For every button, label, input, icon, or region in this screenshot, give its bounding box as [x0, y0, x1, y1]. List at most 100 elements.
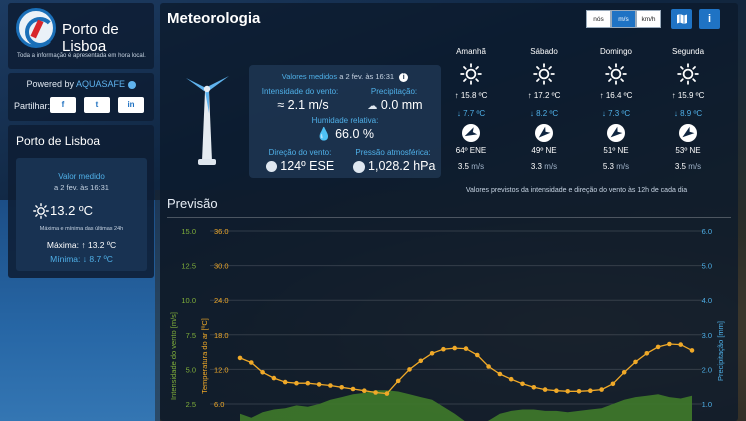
temperature-point [452, 345, 458, 351]
temperature-point [565, 389, 570, 394]
temperature-point [373, 390, 378, 395]
sun-icon [33, 203, 49, 219]
page-title: Meteorologia [167, 10, 261, 27]
info-icon[interactable]: i [399, 72, 409, 82]
forecast-day: Sábado ↑ 17.2 ºC ↓ 8.2 ºC 49º NE 3.3 m/s [514, 47, 574, 171]
arrow-up-icon: ↑ [599, 91, 606, 100]
min-temperature: Mínima: ↓ 8.7 ºC [16, 254, 147, 264]
unit-kmh-button[interactable]: km/h [636, 10, 661, 28]
min-label: Mínima: [50, 254, 81, 264]
wind-direction-label: Direção do vento: [268, 148, 332, 157]
share-linkedin-button[interactable]: in [118, 97, 144, 113]
wind-axis-title: Intensidade do vento [m/s] [169, 312, 178, 400]
max-temperature: Máxima: ↑ 13.2 ºC [16, 240, 147, 250]
info-button[interactable]: i [699, 9, 720, 29]
aquasafe-link[interactable]: AQUASAFE [76, 79, 126, 89]
arrow-down-icon: ↓ [601, 109, 609, 118]
day-max-value: 15.8 ºC [460, 91, 488, 100]
day-min-temp: ↓ 7.7 ºC [441, 109, 501, 118]
temperature-tick-label: 36.0 [214, 227, 229, 236]
day-wind-speed-unit: m/s [616, 162, 630, 171]
temperature-point [339, 385, 344, 390]
wind-tick-label: 2.5 [186, 400, 196, 409]
day-wind-speed-unit: m/s [471, 162, 485, 171]
max-value: 13.2 ºC [87, 240, 117, 250]
wind-speed: ≈ 2.1 m/s [263, 98, 343, 112]
day-wind-speed-value: 3.5 [674, 162, 686, 171]
forecast-day: Segunda ↑ 15.9 ºC ↓ 8.9 ºC 53º NE 3.5 m/s [658, 47, 718, 171]
unit-ms-button[interactable]: m/s [611, 10, 636, 28]
temperature-point [576, 389, 582, 394]
day-name: Sábado [530, 47, 558, 56]
share-facebook-button[interactable]: f [50, 97, 76, 113]
sun-icon [658, 61, 718, 87]
day-max-value: 15.9 ºC [677, 91, 705, 100]
wind-direction-icon [586, 121, 646, 145]
day-min-value: 7.3 ºC [608, 109, 631, 118]
arrow-down-icon: ↓ [82, 254, 88, 264]
powered-by: Powered by AQUASAFE [8, 79, 154, 89]
day-wind-speed-unit: m/s [544, 162, 558, 171]
day-wind-speed: 3.3 m/s [514, 162, 574, 171]
temperature-tick-label: 12.0 [214, 365, 229, 374]
temperature-point [271, 375, 277, 381]
temperature-point [418, 358, 424, 364]
wind-direction: 124º ESE [255, 159, 345, 173]
wind-tick-label: 5.0 [186, 365, 196, 374]
powered-label: Powered by [26, 79, 74, 89]
day-name: Domingo [599, 47, 632, 56]
precipitation: ☁ 0.0 mm [355, 98, 435, 112]
measured-title: Valores medidos [281, 72, 338, 81]
day-max-value: 17.2 ºC [533, 91, 561, 100]
wind-tick-label: 10.0 [181, 296, 196, 305]
temperature-point [475, 352, 480, 358]
wind-tick-label: 7.5 [186, 331, 196, 340]
measured-header: Valores medidos a 2 fev. às 16:31 i [249, 72, 441, 82]
station-temperature: 13.2 ºC [50, 203, 94, 218]
temperature-point [531, 385, 537, 390]
unit-knots-button[interactable]: nós [586, 10, 611, 28]
arrow-up-icon: ↑ [527, 91, 534, 100]
minmax-note: Máxima e mínima das últimas 24h [39, 226, 124, 232]
temperature-point [249, 360, 254, 365]
wind-speed-value: 2.1 m/s [287, 98, 329, 112]
day-wind-speed-value: 3.3 [530, 162, 542, 171]
day-wind-direction: 51º NE [603, 146, 629, 155]
wind-series-area [240, 390, 692, 421]
map-button[interactable] [671, 9, 692, 29]
station-title: Porto de Lisboa [16, 134, 101, 148]
unit-selector: nós m/s km/h [586, 10, 661, 28]
min-value: 8.7 ºC [89, 254, 113, 264]
sun-icon [514, 61, 574, 87]
temperature-point [497, 371, 503, 377]
measured-values-card: Valores medidos a 2 fev. às 16:31 i Inte… [249, 65, 441, 178]
temperature-point [689, 348, 695, 353]
temperature-point [316, 382, 322, 387]
measured-date: a 2 fev. às 16:31 [339, 72, 395, 81]
info-icon: i [707, 13, 712, 25]
day-min-temp: ↓ 7.3 ºC [586, 109, 646, 118]
temperature-point [237, 355, 243, 361]
temperature-tick-label: 18.0 [214, 331, 229, 340]
day-name: Segunda [671, 47, 705, 56]
compass-icon [265, 161, 277, 173]
wind-turbine-icon [186, 76, 229, 165]
arrow-down-icon: ↓ [673, 109, 681, 118]
timezone-note: Toda a informação é apresentada em hora … [17, 53, 146, 59]
wind-icon: ≈ [277, 98, 285, 112]
day-max-value: 16.4 ºC [605, 91, 633, 100]
station-date: a 2 fev. às 16:31 [54, 183, 109, 192]
day-wind-direction: 64º ENE [455, 146, 487, 155]
temperature-point [644, 351, 650, 356]
temperature-point [463, 346, 469, 351]
map-icon [676, 14, 687, 24]
day-wind-speed: 3.5 m/s [441, 162, 501, 171]
share-twitter-button[interactable]: t [84, 97, 110, 113]
brand-panel: Porto de Lisboa Toda a informação é apre… [8, 3, 154, 69]
sun-icon [586, 61, 646, 87]
aquasafe-icon [127, 80, 136, 89]
temperature-point [678, 342, 683, 347]
day-wind-direction: 49º NE [531, 146, 557, 155]
temperature-point [554, 388, 559, 393]
temperature-point [486, 364, 491, 369]
